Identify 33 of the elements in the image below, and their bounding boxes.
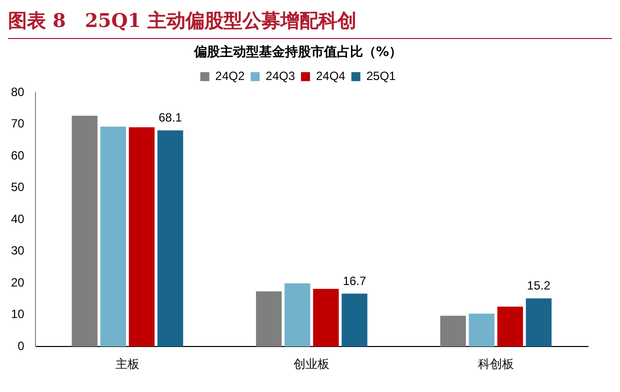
y-tick-label: 70 xyxy=(10,116,25,131)
bar xyxy=(284,283,310,347)
bar xyxy=(526,298,552,347)
y-tick-label: 60 xyxy=(10,148,25,162)
y-tick-label: 40 xyxy=(10,212,25,226)
y-tick-label: 50 xyxy=(10,180,25,194)
bar xyxy=(313,288,339,347)
legend-label: 24Q3 xyxy=(266,68,296,83)
bar xyxy=(256,291,282,347)
bar xyxy=(128,127,155,347)
y-tick-label: 10 xyxy=(10,307,25,322)
x-tick-label: 创业板 xyxy=(294,356,330,371)
bar xyxy=(100,126,126,347)
bar xyxy=(468,314,494,347)
legend-label: 24Q4 xyxy=(316,68,346,83)
chart-subtitle: 偏股主动型基金持股市值占比（%） xyxy=(192,44,402,60)
legend-label: 25Q1 xyxy=(366,68,396,83)
chart-title: 图表 8 25Q1 主动偏股型公募增配科创 xyxy=(8,8,612,39)
y-tick-label: 80 xyxy=(10,84,25,99)
data-label: 16.7 xyxy=(342,274,367,288)
x-tick-label: 主板 xyxy=(115,356,140,371)
y-tick-label: 30 xyxy=(10,244,25,258)
legend-label: 24Q2 xyxy=(215,68,245,83)
y-tick-label: 20 xyxy=(10,275,25,290)
bar xyxy=(497,306,524,347)
bar xyxy=(157,130,184,347)
bar xyxy=(440,316,466,347)
data-label: 68.1 xyxy=(158,110,182,125)
bar xyxy=(342,294,368,347)
y-tick-label: 0 xyxy=(18,338,25,353)
bar xyxy=(72,116,98,347)
x-tick-label: 科创板 xyxy=(478,356,514,371)
data-label: 15.2 xyxy=(527,278,551,293)
